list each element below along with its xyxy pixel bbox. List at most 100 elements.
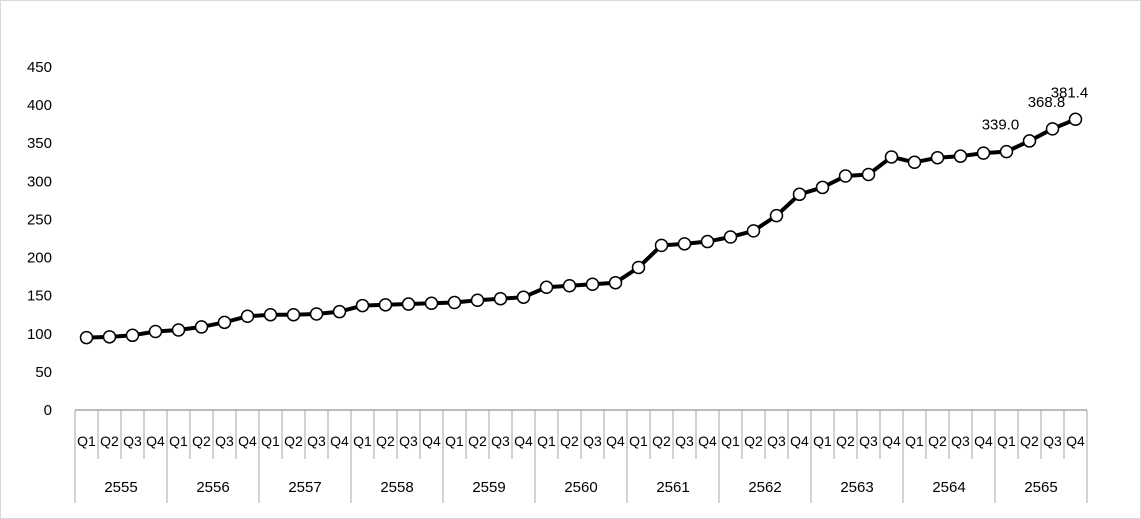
data-point xyxy=(907,155,922,170)
data-point xyxy=(102,330,117,344)
x-tick-label-year: 2563 xyxy=(840,479,873,496)
data-point xyxy=(447,295,462,310)
x-tick-label-year: 2559 xyxy=(472,479,505,496)
x-tick-label-quarter: Q2 xyxy=(100,433,119,449)
data-point xyxy=(792,187,807,202)
x-tick-label-quarter: Q2 xyxy=(284,433,303,449)
x-tick-label-quarter: Q3 xyxy=(215,433,234,449)
data-point xyxy=(815,180,830,195)
y-tick-label: 0 xyxy=(44,402,52,419)
data-label: 368.8 xyxy=(1028,94,1066,111)
y-tick-label: 100 xyxy=(27,326,52,343)
data-point xyxy=(654,238,669,253)
data-point xyxy=(470,293,485,307)
x-tick-label-year: 2565 xyxy=(1024,479,1057,496)
data-point xyxy=(930,150,945,165)
x-tick-label-quarter: Q4 xyxy=(514,433,533,449)
x-tick-label-quarter: Q2 xyxy=(560,433,579,449)
x-tick-label-quarter: Q4 xyxy=(422,433,441,449)
data-point xyxy=(401,297,416,311)
x-tick-label-quarter: Q1 xyxy=(77,433,96,449)
series-layer xyxy=(79,112,1083,345)
data-point xyxy=(1045,122,1060,136)
x-tick-label-quarter: Q4 xyxy=(698,433,717,449)
x-tick-label-year: 2556 xyxy=(196,479,229,496)
x-tick-label-quarter: Q4 xyxy=(974,433,993,449)
x-tick-label-year: 2561 xyxy=(656,479,689,496)
x-tick-label-quarter: Q4 xyxy=(238,433,257,449)
data-point xyxy=(585,277,600,291)
x-tick-label-quarter: Q4 xyxy=(330,433,349,449)
series-line xyxy=(84,117,1078,340)
x-tick-label-quarter: Q1 xyxy=(261,433,280,449)
x-tick-label-quarter: Q4 xyxy=(1066,433,1085,449)
x-tick-label-quarter: Q3 xyxy=(1043,433,1062,449)
x-tick-label-quarter: Q2 xyxy=(744,433,763,449)
data-point xyxy=(493,291,508,306)
data-point xyxy=(999,144,1014,159)
data-point xyxy=(263,307,278,322)
x-tick-label-quarter: Q3 xyxy=(399,433,418,449)
x-tick-label-quarter: Q4 xyxy=(882,433,901,449)
data-label: 339.0 xyxy=(982,117,1020,134)
y-tick-label: 350 xyxy=(27,135,52,152)
x-tick-label-quarter: Q3 xyxy=(675,433,694,449)
data-point xyxy=(171,323,186,337)
x-tick-label-quarter: Q3 xyxy=(123,433,142,449)
data-point xyxy=(562,279,577,293)
y-tick-label: 200 xyxy=(27,250,52,267)
data-point xyxy=(608,275,623,290)
data-point xyxy=(677,237,692,251)
data-point xyxy=(148,324,163,339)
y-tick-label: 250 xyxy=(27,211,52,228)
x-tick-label-quarter: Q3 xyxy=(767,433,786,449)
data-point xyxy=(125,328,140,343)
data-point xyxy=(631,260,646,275)
data-point xyxy=(884,150,899,164)
x-tick-label-quarter: Q1 xyxy=(629,433,648,449)
x-tick-label-quarter: Q3 xyxy=(859,433,878,449)
x-tick-label-quarter: Q3 xyxy=(307,433,326,449)
x-tick-label-year: 2562 xyxy=(748,479,781,496)
x-tick-label-quarter: Q3 xyxy=(491,433,510,449)
data-point xyxy=(79,330,94,345)
x-tick-label-year: 2555 xyxy=(104,479,137,496)
y-tick-label: 50 xyxy=(35,364,52,381)
x-tick-label-quarter: Q1 xyxy=(813,433,832,449)
y-tick-label: 150 xyxy=(27,288,52,305)
data-point xyxy=(861,167,876,182)
x-tick-label-quarter: Q4 xyxy=(606,433,625,449)
data-point xyxy=(240,309,255,323)
data-point xyxy=(516,290,531,304)
y-tick-label: 400 xyxy=(27,97,52,114)
data-point xyxy=(194,320,209,334)
x-tick-label-year: 2557 xyxy=(288,479,321,496)
x-tick-label-quarter: Q3 xyxy=(951,433,970,449)
data-point xyxy=(976,146,991,160)
data-point xyxy=(769,208,784,223)
x-tick-label-quarter: Q1 xyxy=(445,433,464,449)
x-tick-label-year: 2560 xyxy=(564,479,597,496)
data-point xyxy=(838,169,853,183)
x-tick-label-quarter: Q4 xyxy=(146,433,165,449)
x-tick-label-quarter: Q2 xyxy=(376,433,395,449)
data-point xyxy=(309,307,324,321)
data-point xyxy=(332,304,347,319)
x-tick-label-quarter: Q1 xyxy=(169,433,188,449)
x-tick-label-quarter: Q3 xyxy=(583,433,602,449)
data-point xyxy=(539,280,554,295)
data-point xyxy=(700,234,715,249)
data-point xyxy=(723,230,738,244)
data-point xyxy=(286,307,301,322)
data-point xyxy=(424,296,439,311)
x-tick-label-quarter: Q1 xyxy=(537,433,556,449)
x-tick-label-quarter: Q2 xyxy=(928,433,947,449)
data-point xyxy=(953,149,968,163)
x-tick-label-year: 2558 xyxy=(380,479,413,496)
data-point xyxy=(746,224,761,238)
y-tick-label: 450 xyxy=(27,59,52,76)
y-tick-label: 300 xyxy=(27,173,52,190)
x-tick-label-quarter: Q1 xyxy=(997,433,1016,449)
x-tick-label-quarter: Q2 xyxy=(192,433,211,449)
x-tick-label-quarter: Q2 xyxy=(468,433,487,449)
